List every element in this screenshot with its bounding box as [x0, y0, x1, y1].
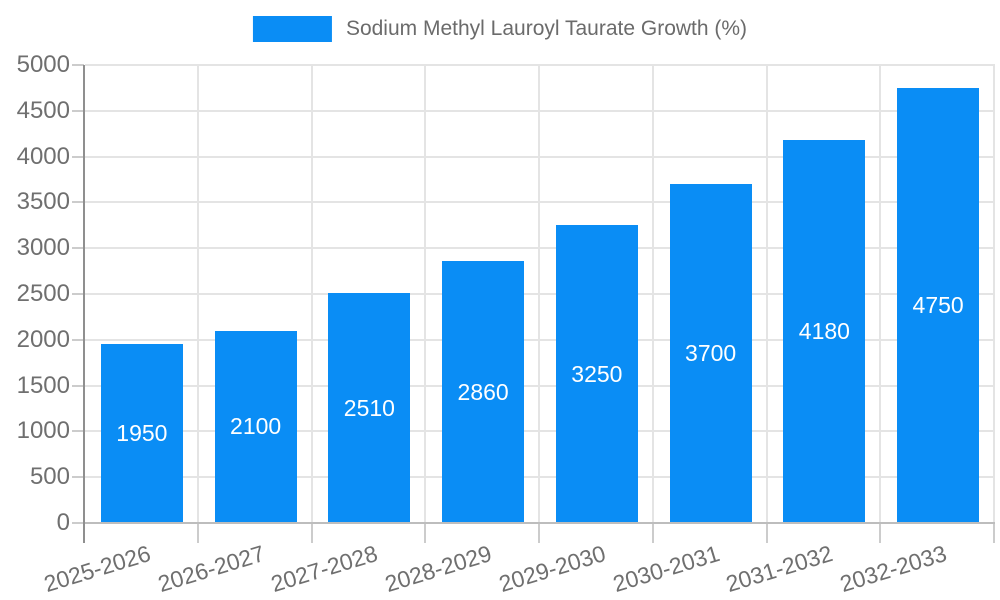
bar: 2510 — [328, 293, 411, 523]
bar-value-label: 1950 — [116, 420, 168, 447]
bar: 4750 — [897, 87, 980, 523]
bar-value-label: 3250 — [571, 360, 623, 387]
y-tick — [72, 247, 84, 250]
gridline-horizontal — [85, 201, 995, 204]
bar: 3700 — [669, 184, 752, 523]
bar: 2100 — [214, 330, 297, 523]
x-tick — [993, 523, 995, 543]
y-tick — [72, 522, 84, 524]
gridline-vertical — [651, 65, 654, 523]
gridline-horizontal — [85, 109, 995, 112]
y-tick — [72, 293, 84, 295]
bar-value-label: 3700 — [685, 340, 737, 367]
bar-value-label: 4180 — [798, 318, 850, 345]
y-tick-label: 4000 — [16, 142, 70, 170]
y-tick-label: 0 — [56, 509, 70, 536]
x-tick — [651, 523, 654, 543]
y-tick — [72, 155, 84, 158]
x-tick — [196, 523, 199, 543]
gridline-vertical — [993, 65, 995, 523]
gridline-vertical — [765, 65, 768, 523]
y-tick — [72, 384, 84, 387]
bar-value-label: 4750 — [912, 291, 964, 318]
y-tick-label: 500 — [29, 463, 70, 491]
gridline-horizontal — [85, 338, 995, 341]
bar: 1950 — [100, 344, 183, 523]
bar-value-label: 2510 — [343, 394, 395, 421]
bar-value-label: 2860 — [457, 378, 509, 405]
gridline-horizontal — [85, 155, 995, 158]
y-tick — [72, 338, 84, 341]
x-axis-line — [85, 522, 995, 524]
y-tick-label: 1000 — [16, 417, 70, 445]
gridline-horizontal — [85, 430, 995, 433]
gridline-vertical — [196, 65, 199, 523]
x-tick — [879, 523, 882, 543]
legend[interactable]: Sodium Methyl Lauroyl Taurate Growth (%) — [252, 16, 748, 42]
x-tick — [424, 523, 427, 543]
gridline-vertical — [310, 65, 313, 523]
y-tick-label: 3500 — [16, 188, 70, 216]
y-tick — [72, 201, 84, 204]
y-tick — [72, 430, 84, 433]
y-tick-label: 4500 — [16, 96, 70, 124]
y-tick — [72, 476, 84, 479]
bar: 3250 — [555, 225, 638, 523]
y-tick-label: 1500 — [16, 371, 70, 399]
y-tick-label: 2500 — [16, 280, 70, 307]
y-tick — [72, 64, 84, 66]
gridline-horizontal — [85, 64, 995, 66]
plot-area: 1950 2100 2510 2860 3250 3700 4180 4750 — [85, 64, 995, 523]
gridline-horizontal — [85, 247, 995, 250]
gridline-horizontal — [85, 384, 995, 387]
gridline-horizontal — [85, 293, 995, 295]
legend-swatch — [252, 16, 332, 42]
bar: 4180 — [783, 140, 866, 523]
x-tick — [538, 523, 540, 543]
gridline-vertical — [879, 65, 882, 523]
y-tick — [72, 109, 84, 112]
y-tick-label: 5000 — [16, 51, 70, 78]
x-tick — [310, 523, 313, 543]
gridline-vertical — [538, 65, 540, 523]
y-axis-line — [83, 65, 85, 543]
y-tick-label: 2000 — [16, 325, 70, 353]
gridline-vertical — [424, 65, 427, 523]
x-tick — [765, 523, 768, 543]
legend-label: Sodium Methyl Lauroyl Taurate Growth (%) — [345, 17, 748, 40]
bar: 2860 — [442, 261, 525, 523]
y-tick-label: 3000 — [16, 234, 70, 262]
bar-value-label: 2100 — [230, 413, 282, 440]
gridline-horizontal — [85, 476, 995, 479]
